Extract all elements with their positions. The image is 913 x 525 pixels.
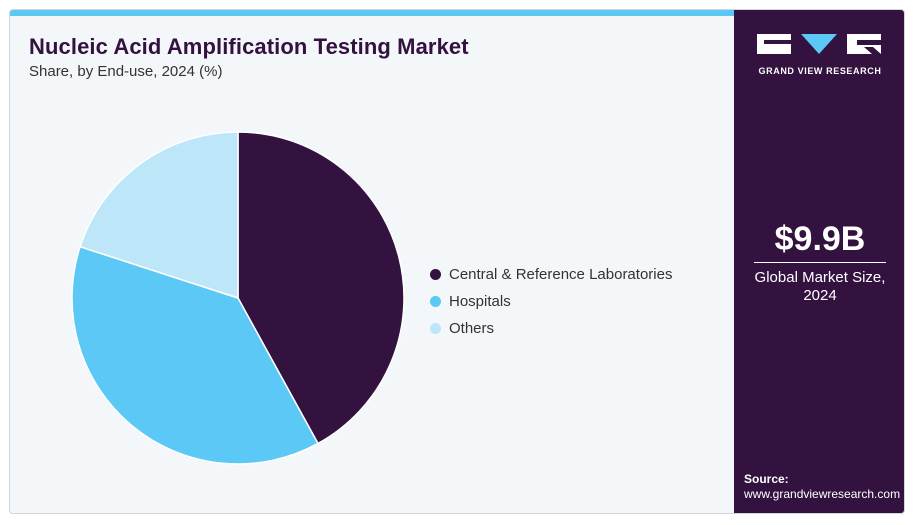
source-link[interactable]: www.grandviewresearch.com [744, 487, 901, 501]
source-label: Source: [744, 472, 789, 486]
legend-item: Others [430, 315, 672, 342]
legend-swatch [430, 323, 441, 334]
chart-title: Nucleic Acid Amplification Testing Marke… [29, 34, 469, 59]
pie-slice-central-reference-laboratories [237, 131, 405, 445]
market-size-label: Global Market Size, 2024 [754, 269, 886, 304]
chart-legend: Central & Reference Laboratories Hospital… [430, 261, 672, 342]
pie-chart [71, 131, 405, 465]
legend-label: Hospitals [449, 293, 511, 310]
logo-text: GRAND VIEW RESEARCH [758, 66, 882, 76]
legend-item: Central & Reference Laboratories [430, 261, 672, 288]
divider [754, 262, 886, 263]
legend-label: Central & Reference Laboratories [449, 266, 673, 283]
gvr-logo-icon [757, 34, 881, 54]
pie-slices [71, 131, 405, 465]
side-panel: GRAND VIEW RESEARCH $9.9B Global Market … [734, 10, 904, 513]
chart-card: Nucleic Acid Amplification Testing Marke… [9, 9, 905, 514]
pie-slice-others [79, 131, 239, 300]
legend-swatch [430, 269, 441, 280]
chart-subtitle: Share, by End-use, 2024 (%) [29, 63, 223, 80]
accent-bar [10, 10, 734, 16]
legend-swatch [430, 296, 441, 307]
market-size-value: $9.9B [774, 220, 866, 258]
legend-label: Others [449, 320, 495, 337]
pie-slice-hospitals [71, 245, 319, 465]
legend-item: Hospitals [430, 288, 672, 315]
